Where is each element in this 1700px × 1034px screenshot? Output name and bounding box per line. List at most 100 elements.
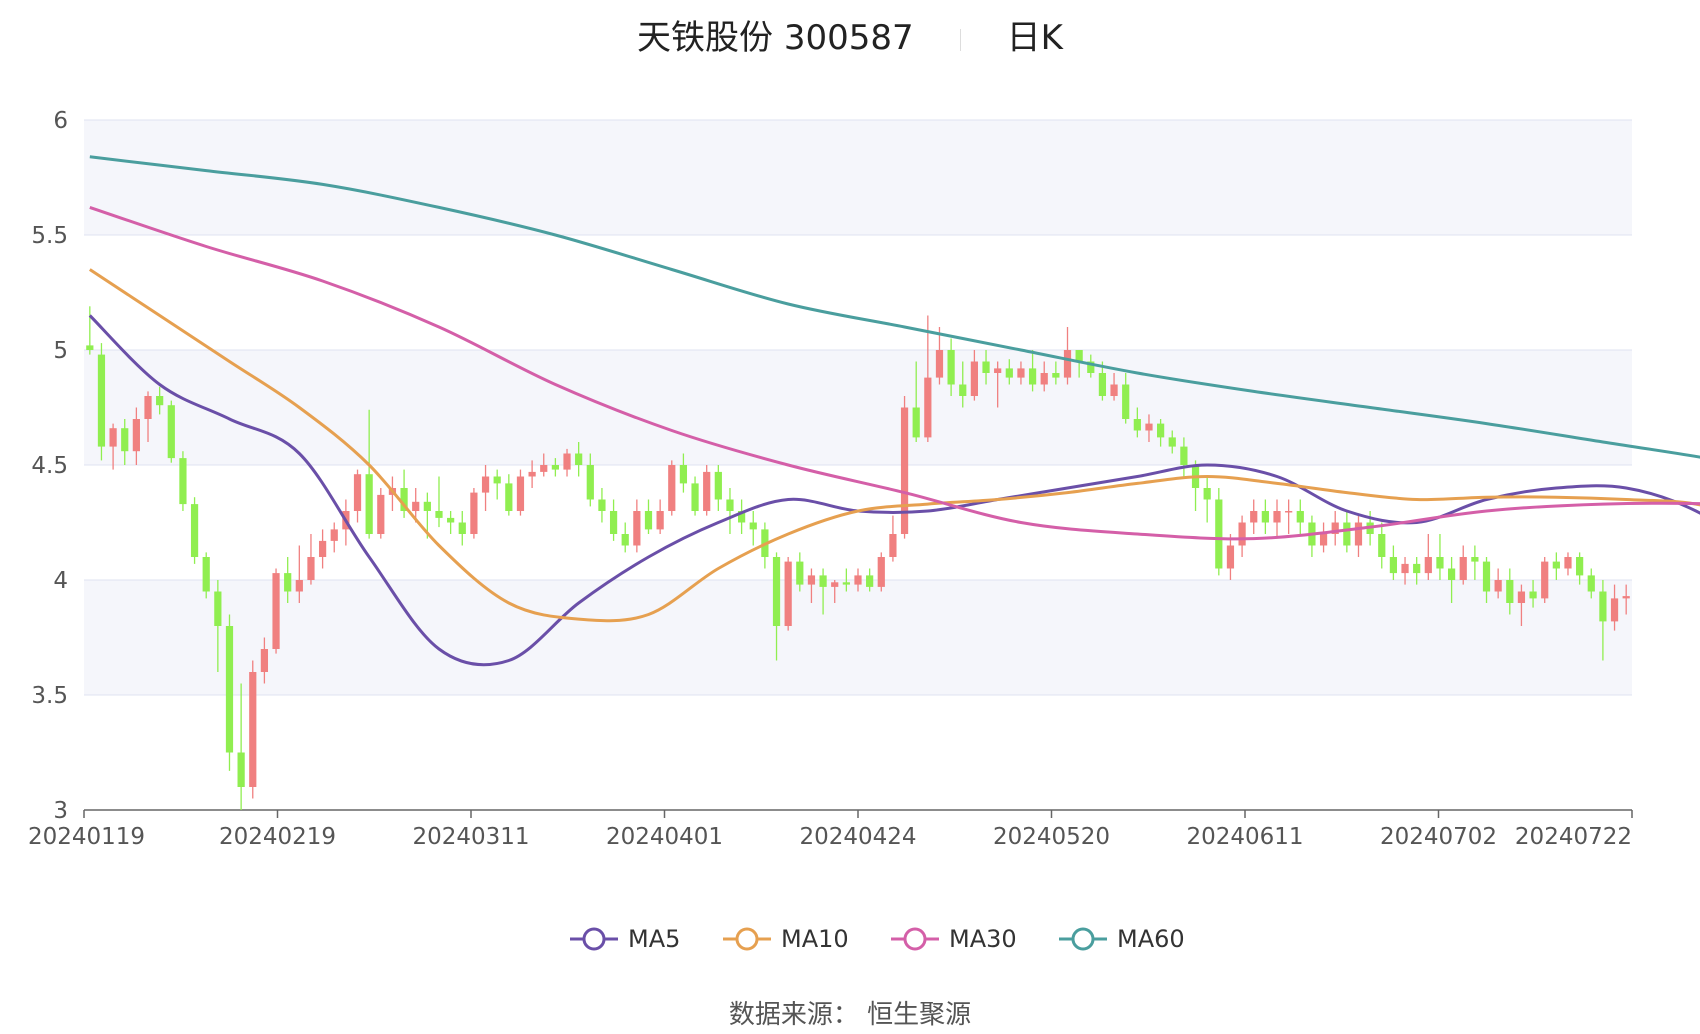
grid-band: [84, 120, 1632, 235]
legend-item-ma10: MA10: [723, 925, 849, 953]
candle-body: [1110, 384, 1118, 396]
candle-body: [644, 511, 653, 530]
candle-body: [237, 752, 245, 787]
candle-body: [190, 504, 199, 557]
candle-body: [633, 511, 641, 546]
candle-body: [1343, 522, 1351, 546]
candle-body: [656, 511, 664, 530]
candle-body: [807, 575, 816, 585]
candle-body: [982, 361, 990, 373]
legend-label: MA30: [949, 925, 1017, 953]
candle-body: [1017, 368, 1025, 378]
candle-body: [1098, 373, 1107, 396]
candle-body: [458, 522, 466, 534]
candle-body: [1378, 534, 1386, 557]
legend-marker: [582, 927, 606, 951]
ma-line-ma5: [88, 314, 1700, 667]
y-tick-label: 3.5: [31, 683, 68, 709]
candle-body: [679, 465, 688, 484]
candle-body: [1005, 368, 1013, 378]
y-tick-label: 5: [53, 338, 68, 364]
candle-body: [481, 476, 490, 493]
x-tick-label: 20240219: [219, 824, 336, 850]
candle-body: [202, 557, 210, 592]
candle-body: [272, 573, 280, 649]
candle-body: [1482, 561, 1491, 592]
candle-body: [1238, 522, 1246, 546]
candle-body: [307, 557, 315, 580]
candle-body: [1529, 591, 1537, 599]
candle-body: [1261, 511, 1269, 523]
candle-body: [691, 483, 699, 511]
candle-body: [947, 350, 955, 385]
candle-body: [621, 534, 629, 546]
candle-body: [970, 361, 978, 396]
y-tick-label: 4.5: [31, 453, 68, 479]
candle-body: [97, 354, 106, 447]
candle-body: [1354, 522, 1363, 546]
candle-body: [668, 465, 676, 511]
legend: MA5 MA10 MA30 MA60: [570, 925, 1185, 953]
x-tick-label: 20240119: [28, 824, 145, 850]
candle-body: [959, 384, 967, 396]
legend-label: MA60: [1117, 925, 1185, 953]
candle-body: [994, 368, 1002, 373]
candle-body: [726, 499, 734, 511]
grid-band: [84, 350, 1632, 465]
legend-item-ma60: MA60: [1059, 925, 1185, 953]
candle-body: [400, 488, 408, 511]
grid: [84, 119, 1632, 811]
candle-body: [1622, 596, 1630, 599]
x-tick-label: 20240401: [606, 824, 723, 850]
candle-body: [924, 377, 932, 438]
candle-body: [609, 511, 618, 534]
candle-body: [225, 626, 234, 753]
candles: [86, 306, 1630, 810]
y-axis-ticks: 3 3.5 4 4.5 5 5.5 6: [31, 108, 68, 824]
ma-line-ma10: [88, 268, 1700, 623]
ma-line-ma60: [89, 155, 1700, 459]
candle-body: [1576, 557, 1584, 576]
candle-body: [249, 672, 257, 787]
candle-body: [819, 575, 827, 587]
candle-body: [1145, 423, 1153, 431]
candle-body: [935, 350, 944, 378]
candle-body: [1401, 563, 1409, 574]
legend-item-ma30: MA30: [891, 925, 1017, 953]
candle-body: [598, 499, 606, 511]
candle-body: [1285, 511, 1293, 513]
candle-body: [1063, 350, 1072, 378]
candle-body: [1168, 437, 1176, 447]
candle-body: [889, 534, 897, 557]
candle-body: [1226, 545, 1235, 569]
source-label: 数据来源：: [728, 1000, 859, 1030]
source-value: 恒生聚源: [867, 1000, 972, 1030]
candle-body: [144, 396, 152, 419]
y-tick-label: 5.5: [31, 223, 68, 249]
candle-body: [1587, 575, 1595, 592]
candle-body: [784, 561, 792, 626]
candle-body: [1250, 511, 1258, 523]
candle-body: [586, 465, 594, 500]
candle-body: [260, 649, 269, 672]
ma-line-ma30: [89, 205, 1700, 541]
legend-item-ma5: MA5: [570, 925, 680, 953]
candle-body: [703, 471, 711, 511]
candle-body: [796, 561, 804, 585]
candle-body: [1413, 563, 1421, 574]
candle-body: [738, 511, 746, 523]
x-tick-label: 20240520: [993, 824, 1110, 850]
candle-body: [295, 580, 303, 592]
candle-body: [109, 428, 117, 447]
x-tick-label: 20240702: [1380, 824, 1497, 850]
candle-body: [1610, 598, 1619, 622]
candle-body: [1319, 534, 1328, 546]
candle-body: [179, 458, 187, 505]
candle-body: [772, 557, 781, 626]
chart-title: 天铁股份 300587 日K: [0, 10, 1700, 59]
candle-body: [1040, 373, 1048, 385]
candle-body: [1133, 419, 1141, 431]
legend-marker: [1071, 927, 1095, 951]
candle-body: [1599, 591, 1607, 622]
